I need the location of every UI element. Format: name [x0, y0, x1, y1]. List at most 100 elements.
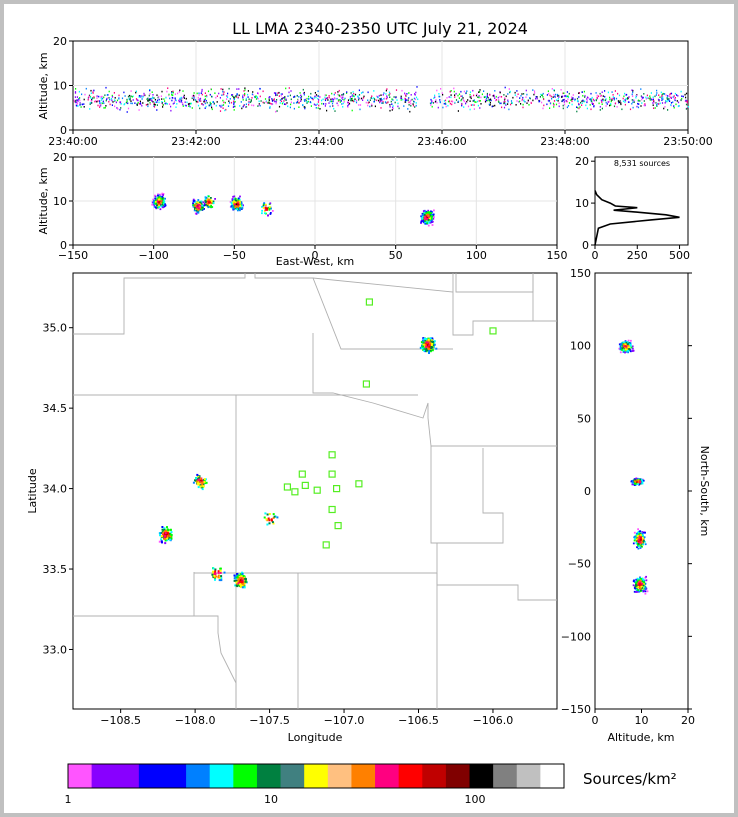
time-source-mark [101, 95, 103, 98]
ns-source-mark [639, 536, 642, 539]
ns-source-mark [639, 532, 642, 535]
time-source-mark [625, 97, 627, 100]
time-source-mark [578, 92, 580, 94]
ns-source-mark [628, 343, 631, 346]
time-source-mark [408, 97, 410, 99]
time-source-mark [238, 88, 240, 90]
colorbar-swatch [304, 764, 329, 788]
time-source-mark [622, 100, 625, 103]
time-source-mark [315, 95, 317, 97]
time-source-mark [592, 98, 594, 101]
time-source-mark [477, 96, 479, 98]
ew-source-mark [155, 199, 158, 201]
ew-source-mark [261, 209, 263, 212]
ew-source-mark [157, 200, 159, 202]
ns-source-mark [645, 587, 648, 590]
time-source-mark [442, 93, 444, 96]
time-source-mark [74, 96, 76, 98]
map-source-mark [204, 482, 207, 485]
time-source-mark [310, 92, 312, 95]
time-source-mark [612, 97, 614, 100]
time-source-mark [386, 95, 388, 97]
time-source-mark [300, 97, 302, 99]
ew-source-mark [209, 199, 212, 201]
time-source-mark [510, 100, 513, 102]
map-source-mark [169, 533, 172, 536]
ns-source-mark [635, 578, 638, 581]
map-source-mark [242, 575, 245, 577]
time-source-mark [258, 103, 260, 105]
time-source-mark [103, 107, 105, 109]
time-source-mark [306, 102, 308, 104]
time-source-mark [563, 98, 565, 101]
time-source-mark [352, 91, 354, 93]
ew-source-mark [425, 218, 427, 221]
time-source-mark [505, 95, 507, 98]
time-source-mark [460, 99, 462, 102]
ns-source-mark [638, 578, 641, 581]
time-source-mark [617, 100, 619, 102]
time-source-mark [349, 98, 351, 100]
time-source-mark [497, 100, 500, 102]
colorbar-label: Sources/km² [583, 770, 677, 788]
map-source-mark [244, 578, 247, 581]
ns-source-mark [637, 483, 639, 485]
time-source-mark [386, 97, 388, 100]
time-source-mark [274, 100, 276, 103]
map-source-mark [223, 571, 226, 574]
ew-source-mark [430, 212, 433, 214]
ew-source-mark [242, 204, 244, 207]
time-source-mark [640, 105, 642, 107]
time-source-mark [478, 95, 480, 97]
time-source-mark [168, 93, 170, 96]
time-source-mark [454, 101, 456, 104]
north-south-sources [618, 339, 649, 595]
time-source-mark [76, 101, 78, 103]
time-source-mark [336, 102, 338, 105]
ew-source-mark [197, 202, 199, 205]
time-source-mark [196, 92, 198, 95]
time-source-mark [445, 103, 447, 105]
map-source-mark [163, 528, 166, 531]
time-source-mark [182, 103, 184, 106]
station-marker [328, 505, 336, 514]
time-source-mark [526, 102, 528, 104]
map-source-mark [424, 342, 427, 345]
map-source-mark [201, 488, 204, 491]
time-source-mark [106, 98, 108, 100]
colorbar-swatch [162, 764, 187, 788]
map-xtick-label: −107.5 [249, 714, 290, 727]
time-source-mark [300, 100, 302, 102]
time-source-mark [186, 101, 188, 104]
ns-source-mark [642, 543, 645, 546]
ns-source-mark [645, 579, 648, 582]
time-source-mark [189, 105, 191, 108]
time-source-mark [599, 106, 601, 108]
time-source-mark [414, 106, 416, 108]
time-source-mark [500, 96, 503, 98]
time-source-mark [380, 107, 382, 109]
time-source-mark [374, 99, 376, 101]
ew-source-mark [159, 203, 161, 206]
map-source-mark [212, 567, 215, 570]
time-source-mark [523, 93, 525, 95]
time-source-mark [455, 92, 457, 95]
time-source-mark [226, 96, 229, 98]
time-source-mark [617, 92, 619, 95]
time-source-mark [668, 98, 670, 101]
time-source-mark [571, 100, 573, 103]
map-source-mark [423, 349, 426, 352]
ns-source-mark [633, 580, 636, 583]
time-source-mark [639, 100, 641, 102]
ew-source-mark [162, 193, 165, 195]
ew-source-mark [206, 199, 209, 201]
time-source-mark [220, 106, 222, 108]
time-source-mark [328, 102, 330, 104]
time-source-mark [552, 96, 554, 98]
colorbar-swatch [445, 764, 471, 788]
time-source-mark [223, 91, 225, 93]
ew-source-mark [161, 201, 164, 204]
time-source-mark [497, 96, 499, 99]
time-source-mark [434, 94, 436, 97]
